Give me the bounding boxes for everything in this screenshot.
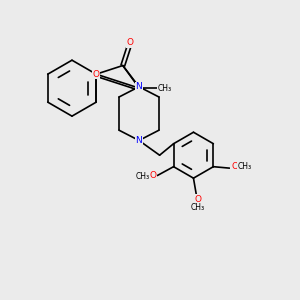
- Text: CH₃: CH₃: [191, 203, 205, 212]
- Text: N: N: [136, 136, 142, 145]
- Text: O: O: [231, 162, 238, 171]
- Text: N: N: [136, 82, 142, 91]
- Text: O: O: [93, 70, 100, 79]
- Text: O: O: [194, 195, 201, 204]
- Text: CH₃: CH₃: [158, 84, 172, 93]
- Text: CH₃: CH₃: [237, 162, 251, 171]
- Text: O: O: [149, 171, 157, 180]
- Text: O: O: [127, 38, 134, 47]
- Text: CH₃: CH₃: [136, 172, 150, 182]
